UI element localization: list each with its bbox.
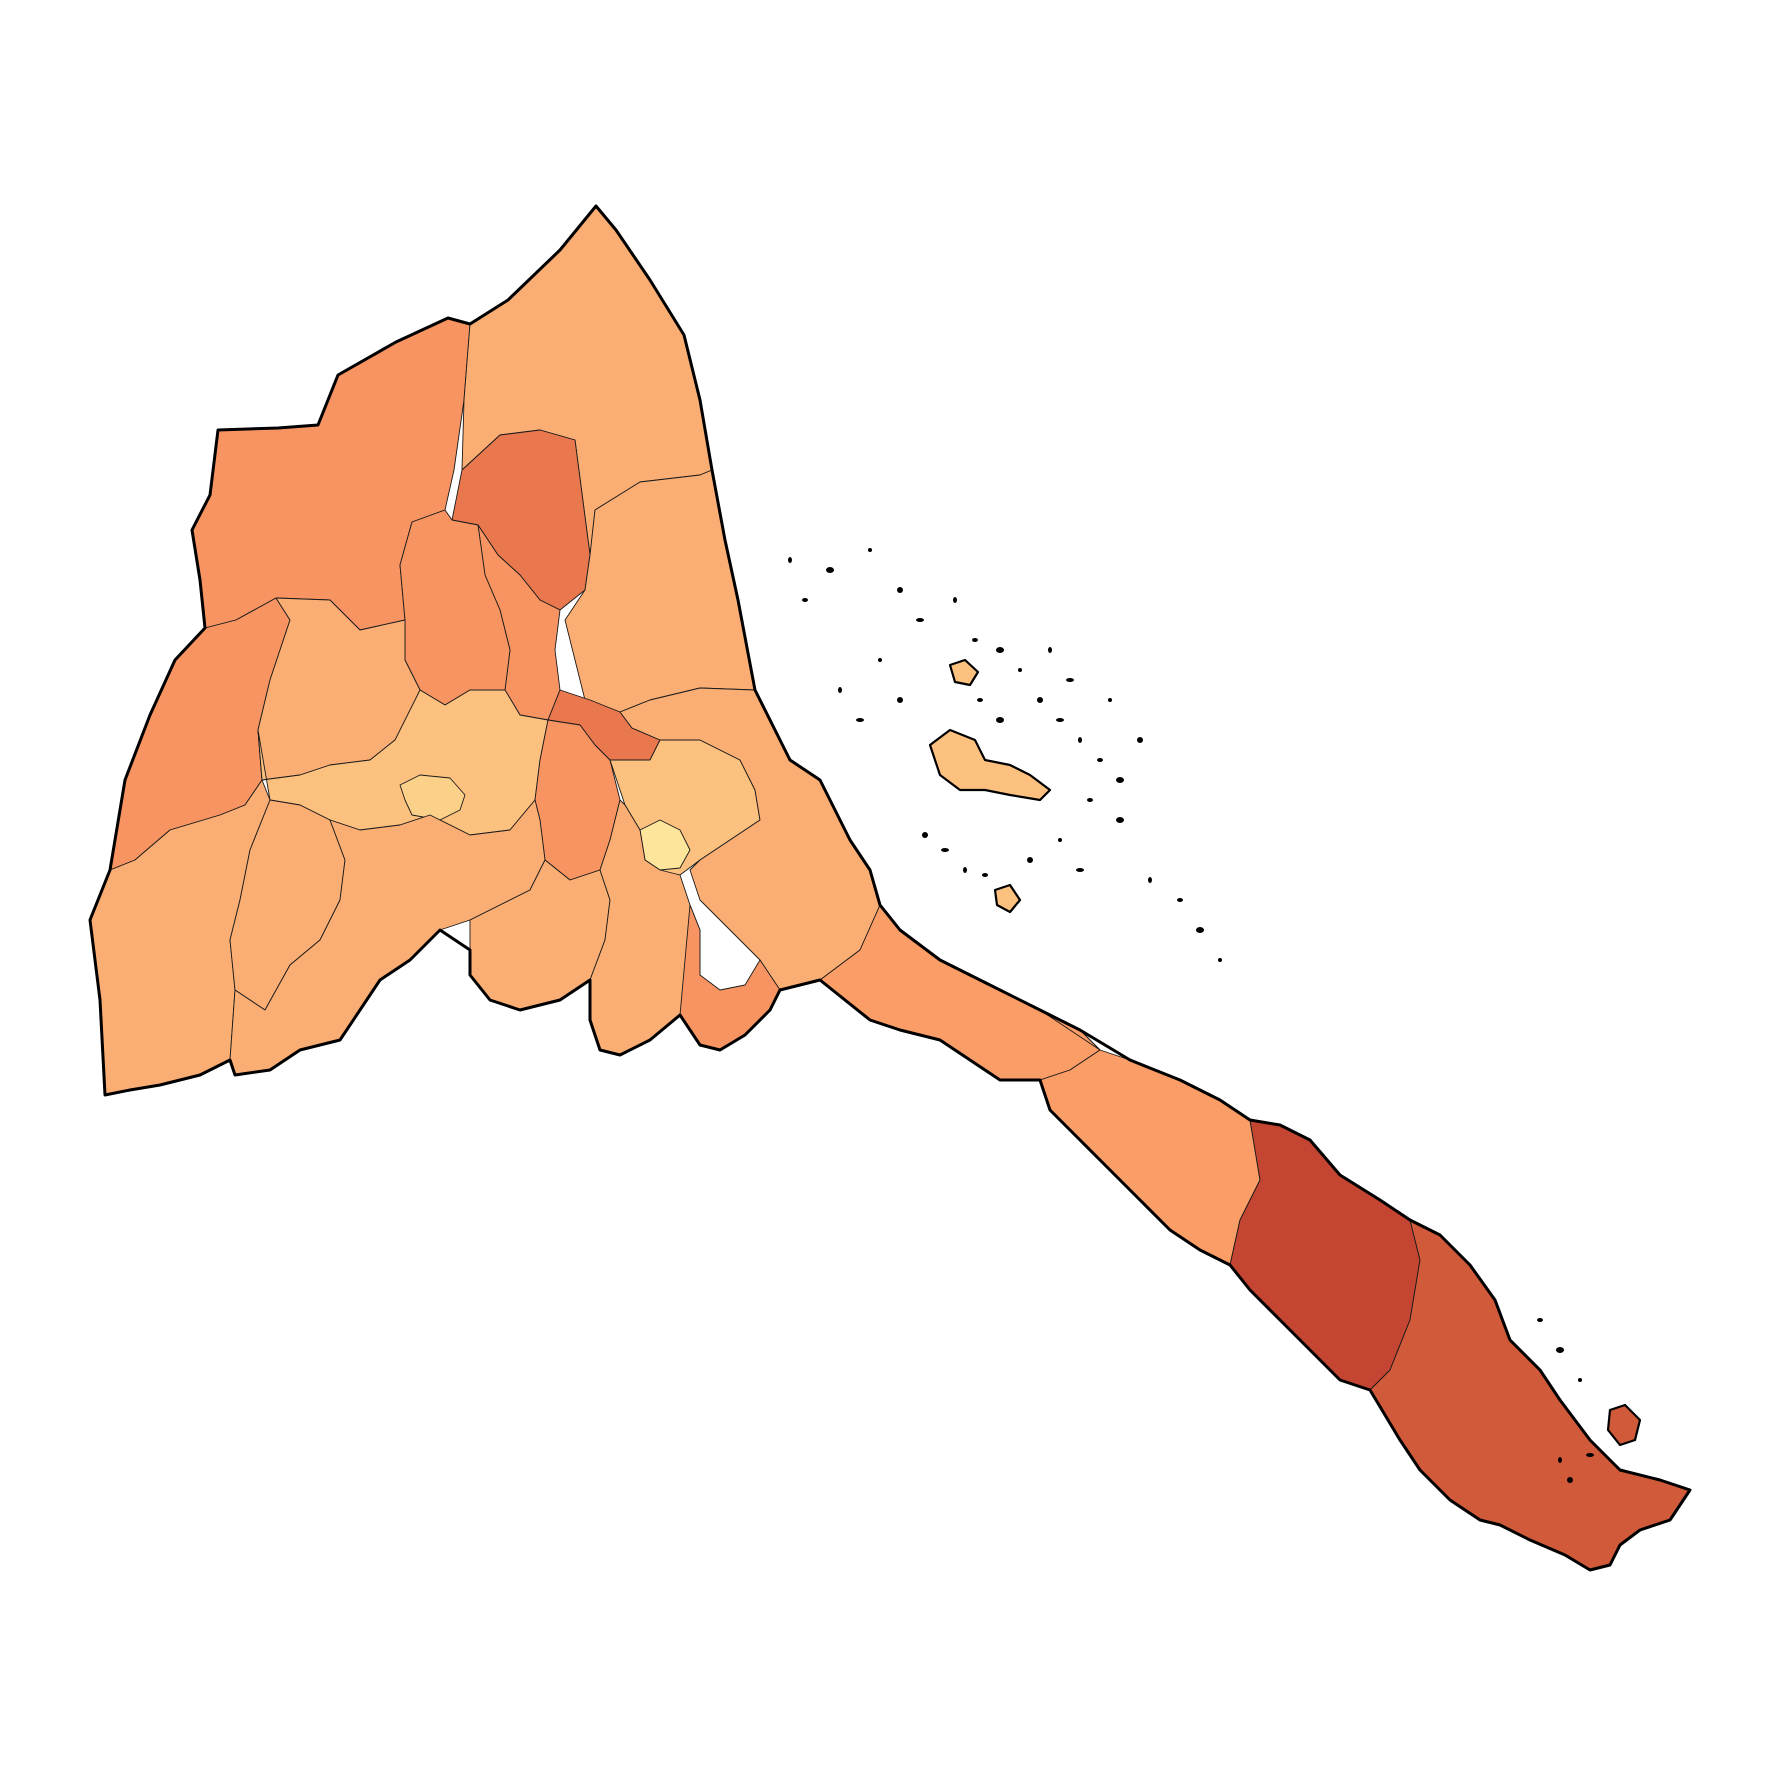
district-south-dark-1[interactable]: [1229, 1119, 1421, 1391]
islet-dot: [1087, 798, 1093, 802]
islet-dot: [1218, 958, 1222, 962]
islet-dot: [1567, 1477, 1573, 1483]
islet-dot: [1027, 857, 1033, 863]
islet-dot: [1058, 838, 1062, 842]
islet-dot: [1048, 647, 1052, 653]
islet-dot: [941, 848, 949, 852]
islet-dot: [838, 687, 842, 693]
islet-dot: [1076, 868, 1084, 872]
islet-dot: [1177, 898, 1183, 902]
islet-dot: [996, 717, 1004, 723]
island-tip[interactable]: [1606, 1403, 1642, 1447]
district-layer: [89, 205, 1691, 1571]
islet-dot: [1537, 1318, 1543, 1322]
district-south-dark-2[interactable]: [1369, 1219, 1691, 1571]
islet-dot: [1148, 877, 1152, 883]
islet-dot: [1196, 927, 1204, 933]
district-central-light[interactable]: [399, 774, 466, 821]
islet-dot: [878, 658, 882, 662]
islet-dot: [897, 587, 903, 593]
islet-dot: [1137, 737, 1143, 743]
island-layer: [928, 658, 1642, 1447]
island-small-2[interactable]: [993, 883, 1022, 914]
islet-dot: [977, 698, 983, 702]
islet-dot: [982, 873, 988, 877]
islet-dot: [1056, 718, 1064, 722]
islet-dot: [1116, 817, 1124, 823]
islet-dot: [1578, 1378, 1582, 1382]
islet-dot: [1018, 668, 1022, 672]
islet-dot: [953, 597, 957, 603]
islet-dot: [868, 548, 872, 552]
islet-dot: [788, 557, 792, 563]
islet-dot: [1037, 697, 1043, 703]
islet-dot: [1586, 1453, 1594, 1457]
islet-dot: [972, 638, 978, 642]
country-outline: [88, 204, 1692, 1572]
islet-dots: [788, 548, 1594, 1483]
island-small-1[interactable]: [948, 658, 980, 687]
islet-dot: [856, 718, 864, 722]
islet-dot: [1097, 758, 1103, 762]
islet-dot: [996, 647, 1004, 653]
islet-dot: [897, 697, 903, 703]
islet-dot: [1116, 777, 1124, 783]
islet-dot: [826, 567, 834, 573]
islet-dot: [802, 598, 808, 602]
islet-dot: [1108, 698, 1112, 702]
islet-dot: [1556, 1347, 1564, 1353]
islet-dot: [922, 832, 928, 838]
islet-dot: [1078, 737, 1082, 743]
islet-dot: [1066, 678, 1074, 682]
islet-dot: [1558, 1457, 1562, 1463]
islet-dot: [916, 618, 924, 622]
islet-dot: [963, 867, 967, 873]
island-dahlak-main[interactable]: [928, 728, 1052, 802]
